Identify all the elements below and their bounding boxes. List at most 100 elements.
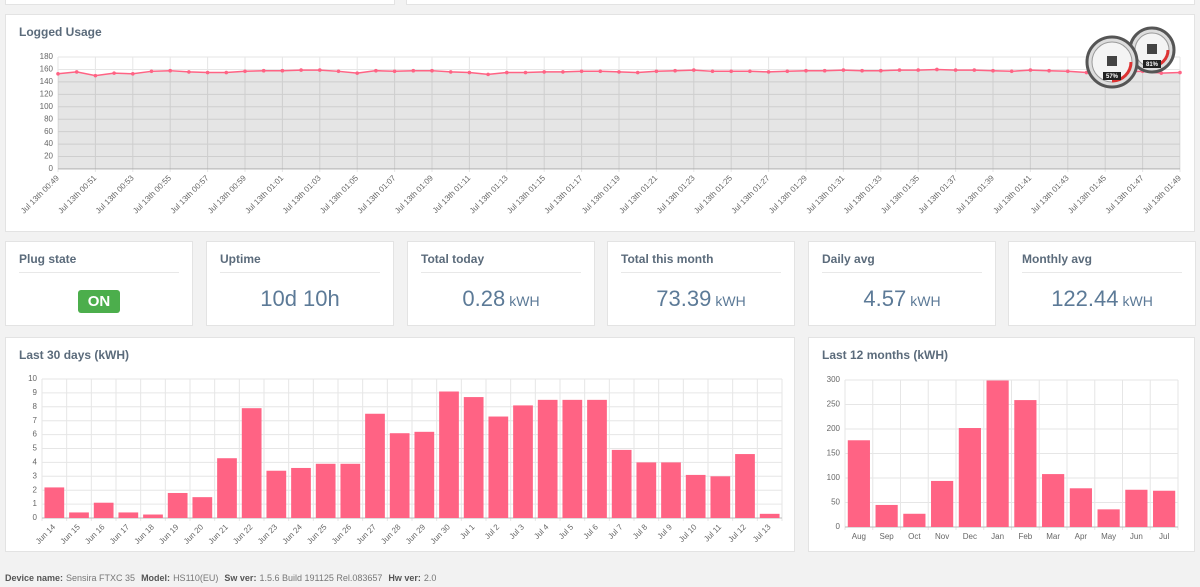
y-tick-label: 150	[827, 449, 841, 458]
x-tick-label: Jul 13th 01:35	[879, 173, 921, 215]
bar	[1097, 509, 1120, 527]
y-tick-label: 5	[33, 444, 38, 453]
x-tick-label: Jul 13th 01:13	[468, 173, 510, 215]
point	[935, 67, 939, 72]
x-tick-label: Jun 20	[182, 522, 206, 546]
y-tick-label: 0	[49, 164, 54, 173]
x-tick-label: Jun 19	[157, 522, 181, 546]
x-tick-label: Jul 13th 00:55	[131, 173, 173, 215]
point	[467, 70, 472, 75]
bar	[875, 504, 898, 527]
point	[841, 68, 846, 72]
x-tick-label: Jul 5	[557, 522, 576, 541]
x-tick-label: Jul 13th 01:17	[543, 173, 585, 215]
point	[299, 68, 303, 72]
card-value: 122.44	[1051, 286, 1119, 311]
x-tick-label: Jul 13th 01:47	[1104, 173, 1146, 215]
card-divider	[19, 272, 179, 273]
bar	[439, 391, 459, 518]
point	[1159, 71, 1164, 75]
bar	[636, 462, 657, 518]
card-title: Total this month	[621, 252, 714, 266]
panel-title: Last 12 months (kWH)	[822, 348, 949, 362]
point	[766, 70, 771, 74]
bar	[69, 512, 89, 518]
point	[243, 69, 247, 74]
footer-label: Hw ver:	[388, 573, 421, 583]
point	[430, 68, 434, 73]
bar	[340, 463, 361, 518]
x-tick-label: Jun 30	[429, 522, 453, 546]
card-value: 0.28	[462, 286, 506, 311]
bar	[315, 463, 336, 518]
gauge-label: 57%	[1106, 74, 1119, 80]
card-title: Daily avg	[822, 252, 875, 266]
bar	[931, 480, 954, 527]
y-tick-label: 2	[33, 485, 38, 494]
point	[542, 70, 546, 74]
y-tick-label: 7	[33, 416, 38, 425]
x-tick-label: Jul 13th 01:11	[431, 173, 473, 215]
bar	[389, 433, 410, 518]
point	[336, 69, 341, 74]
bar	[903, 513, 926, 527]
gauge-label-bg	[1143, 60, 1161, 68]
x-tick-label: Jun 25	[305, 522, 329, 546]
x-tick-label: Jul 13th 01:03	[281, 173, 323, 215]
point	[318, 68, 322, 72]
point	[280, 68, 285, 73]
y-tick-label: 100	[827, 473, 841, 482]
card-value-box: 122.44 kWH	[1009, 286, 1195, 312]
x-tick-label: Jul 2	[483, 522, 502, 541]
bar	[217, 458, 237, 518]
bar	[735, 454, 755, 518]
x-tick-label: Jul 12	[726, 522, 748, 544]
y-tick-label: 180	[40, 52, 54, 61]
x-tick-label: Jun 21	[207, 522, 231, 546]
x-tick-label: Jul 13th 01:33	[842, 173, 884, 215]
stat-card: Total this month 73.39 kWH	[607, 241, 795, 326]
bar	[1125, 489, 1148, 527]
bar	[463, 397, 484, 518]
x-tick-label: Jul 13th 01:45	[1066, 173, 1108, 215]
y-tick-label: 0	[836, 522, 841, 531]
y-tick-label: 4	[33, 458, 38, 467]
point	[1178, 70, 1182, 75]
x-tick-label: Jun 22	[231, 522, 255, 546]
card-divider	[621, 272, 781, 273]
y-tick-label: 80	[44, 114, 53, 123]
point	[692, 68, 696, 72]
y-tick-label: 120	[40, 89, 54, 98]
card-title: Plug state	[19, 252, 77, 266]
point	[748, 69, 752, 74]
bar	[414, 431, 435, 518]
y-tick-label: 40	[44, 139, 53, 148]
gauge: 81%	[1128, 26, 1176, 74]
point	[131, 72, 135, 76]
bar	[759, 513, 780, 518]
bar	[291, 467, 311, 518]
y-tick-label: 0	[33, 513, 38, 522]
point	[411, 68, 416, 73]
card-value: 10d 10h	[260, 286, 340, 311]
point	[879, 68, 883, 73]
footer-label: Sw ver:	[224, 573, 257, 583]
y-tick-label: 8	[33, 402, 38, 411]
x-tick-label: Jul 13th 01:27	[730, 173, 772, 215]
point	[617, 70, 621, 74]
x-tick-label: Jun 24	[281, 522, 305, 546]
bar	[192, 497, 213, 518]
card-value-box: 10d 10h	[207, 286, 393, 312]
bar	[710, 476, 731, 518]
x-tick-label: Jul 13	[751, 522, 773, 544]
card-title: Monthly avg	[1022, 252, 1093, 266]
x-tick-label: Jul 6	[582, 522, 601, 541]
card-unit: kWH	[910, 293, 941, 309]
x-tick-label: Oct	[908, 532, 921, 541]
gauge-icon	[1107, 56, 1117, 66]
x-tick-label: Jun 17	[108, 522, 132, 546]
point	[822, 68, 827, 73]
point	[486, 72, 490, 77]
